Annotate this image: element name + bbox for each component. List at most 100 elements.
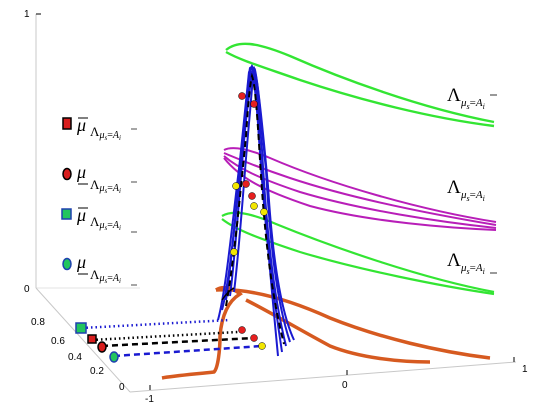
legend-entry-4-sub-mu: μ	[98, 273, 104, 284]
green-curve-top	[225, 42, 495, 128]
curve-label-bottom-sub-i: i	[483, 267, 485, 276]
curve-label-top: Λ μs=Ai	[447, 85, 497, 111]
legend-entry-2-sub: Λμs=Ai	[90, 177, 121, 195]
legend-entry-1-sub-A: A	[112, 130, 120, 141]
red-marker-4	[248, 192, 256, 200]
legend-entry-3-sub-A: A	[112, 220, 120, 231]
legend-marker-1	[62, 117, 72, 130]
end-marker-green-circle	[109, 351, 119, 363]
yellow-marker-5	[258, 342, 266, 350]
magenta-strand-1	[223, 147, 497, 223]
tick-label-z-top: 1	[24, 9, 30, 20]
tick-label-bottom-0: 0	[342, 380, 348, 391]
curve-label-top-main: Λ	[447, 85, 461, 106]
connector-black-dotted	[91, 330, 239, 342]
yellow-marker-4	[230, 248, 238, 256]
legend-entry-4-sub: Λμs=Ai	[90, 267, 121, 285]
legend-entry-1-sub-i: i	[119, 134, 121, 142]
connector-black-dashed	[101, 336, 255, 348]
legend-entry-2-sub-L: Λ	[90, 177, 100, 192]
curve-label-middle-sub-eq: =	[470, 189, 476, 201]
magenta-strand-3	[223, 155, 497, 229]
curve-label-top-sub-mu: μ	[460, 97, 467, 109]
tick-label-left-0-4: 0.4	[68, 352, 82, 363]
legend-entry-3: μ Λμs=Ai	[61, 205, 137, 233]
legend-entry-2-sub-A: A	[112, 183, 120, 194]
red-marker-2	[250, 100, 258, 108]
tick-label-left-0: 0	[119, 382, 125, 393]
green-top-lower	[225, 50, 495, 128]
red-marker-6	[250, 334, 258, 342]
legend-marker-3	[61, 208, 72, 220]
end-marker-red-square	[87, 334, 97, 344]
connector-lines	[81, 318, 263, 358]
legend-entry-3-mu: μ	[76, 205, 86, 225]
end-marker-red-circle	[97, 341, 107, 353]
orange-curve-base	[161, 285, 491, 380]
legend-entry-3-sub-i: i	[119, 224, 121, 232]
curve-label-bottom-sub-s: s	[467, 267, 470, 276]
legend-entry-1-sub: Λμs=Ai	[90, 124, 121, 142]
curve-label-bottom-main: Λ	[447, 250, 461, 271]
blue-peak-curves	[217, 64, 295, 357]
yellow-marker-2	[250, 202, 258, 210]
orange-inner	[245, 298, 431, 364]
tick-label-left-0-8: 0.8	[31, 317, 45, 328]
red-marker-5	[238, 326, 246, 334]
axis-frame	[35, 14, 517, 393]
curve-label-bottom-sub: μs=Ai	[460, 262, 485, 276]
curve-label-middle-sub-i: i	[483, 194, 485, 203]
legend-entry-2-mu: μ	[76, 162, 86, 182]
blue-peak-4	[217, 70, 279, 357]
black-dashed-peak	[225, 72, 285, 345]
curve-label-top-sub-A: A	[475, 97, 483, 109]
curve-label-top-sub-eq: =	[470, 97, 476, 109]
left-depth-axis-line	[35, 287, 131, 393]
orange-loop-right	[215, 288, 491, 360]
green-lower-upper	[221, 211, 495, 294]
tick-label-bottom-neg1: -1	[145, 394, 154, 405]
curve-label-middle-sub-s: s	[467, 194, 470, 203]
curve-label-middle-sub: μs=Ai	[460, 189, 485, 203]
curve-label-middle-sub-mu: μ	[460, 189, 467, 201]
legend-entry-2: μ Λμs=Ai	[62, 162, 137, 195]
legend-entry-1-sub-eq: =	[107, 130, 113, 141]
connector-blue-dotted	[81, 318, 231, 330]
green-top-upper	[225, 42, 495, 124]
curve-label-bottom: Λ μs=Ai	[447, 250, 497, 276]
legend-entry-1: μ Λμs=Ai	[62, 115, 137, 142]
legend-entry-4-sub-L: Λ	[90, 267, 100, 282]
red-marker-3	[242, 180, 250, 188]
curve-label-middle-sub-A: A	[475, 189, 483, 201]
tick-label-left-0-2: 0.2	[90, 366, 104, 377]
legend-entry-1-mu: μ	[76, 115, 86, 135]
tick-label-left-0-6: 0.6	[51, 336, 65, 347]
legend-entry-3-sub: Λμs=Ai	[90, 214, 121, 232]
legend-entry-3-sub-mu: μ	[98, 220, 104, 231]
legend-entry-2-sub-i: i	[119, 187, 121, 195]
legend-entry-3-sub-s: s	[104, 224, 107, 232]
red-marker-1	[238, 92, 246, 100]
legend-marker-2	[62, 167, 72, 181]
bottom-axis-line	[129, 361, 517, 393]
curve-label-bottom-sub-A: A	[475, 262, 483, 274]
green-lower-lower	[221, 218, 495, 296]
connector-blue-dashed	[113, 344, 263, 358]
curve-label-bottom-sub-eq: =	[470, 262, 476, 274]
black-solid-inner	[221, 287, 235, 301]
end-marker-green-square	[75, 322, 87, 334]
green-curve-lower	[221, 211, 495, 296]
legend-entry-4-sub-A: A	[112, 273, 120, 284]
curve-label-bottom-sub-mu: μ	[460, 262, 467, 274]
tick-label-z-bottom: 0	[24, 284, 30, 295]
tick-label-bottom-1: 1	[522, 364, 528, 375]
legend: μ Λμs=Ai μ Λμs=Ai μ Λμs=Ai	[61, 115, 137, 286]
yellow-marker-3	[260, 208, 268, 216]
blue-peak-5	[233, 67, 295, 341]
legend-marker-4	[62, 257, 72, 271]
legend-entry-3-sub-L: Λ	[90, 214, 100, 229]
legend-entry-3-sub-eq: =	[107, 220, 113, 231]
legend-entry-4-sub-eq: =	[107, 273, 113, 284]
legend-entry-1-sub-mu: μ	[98, 130, 104, 141]
